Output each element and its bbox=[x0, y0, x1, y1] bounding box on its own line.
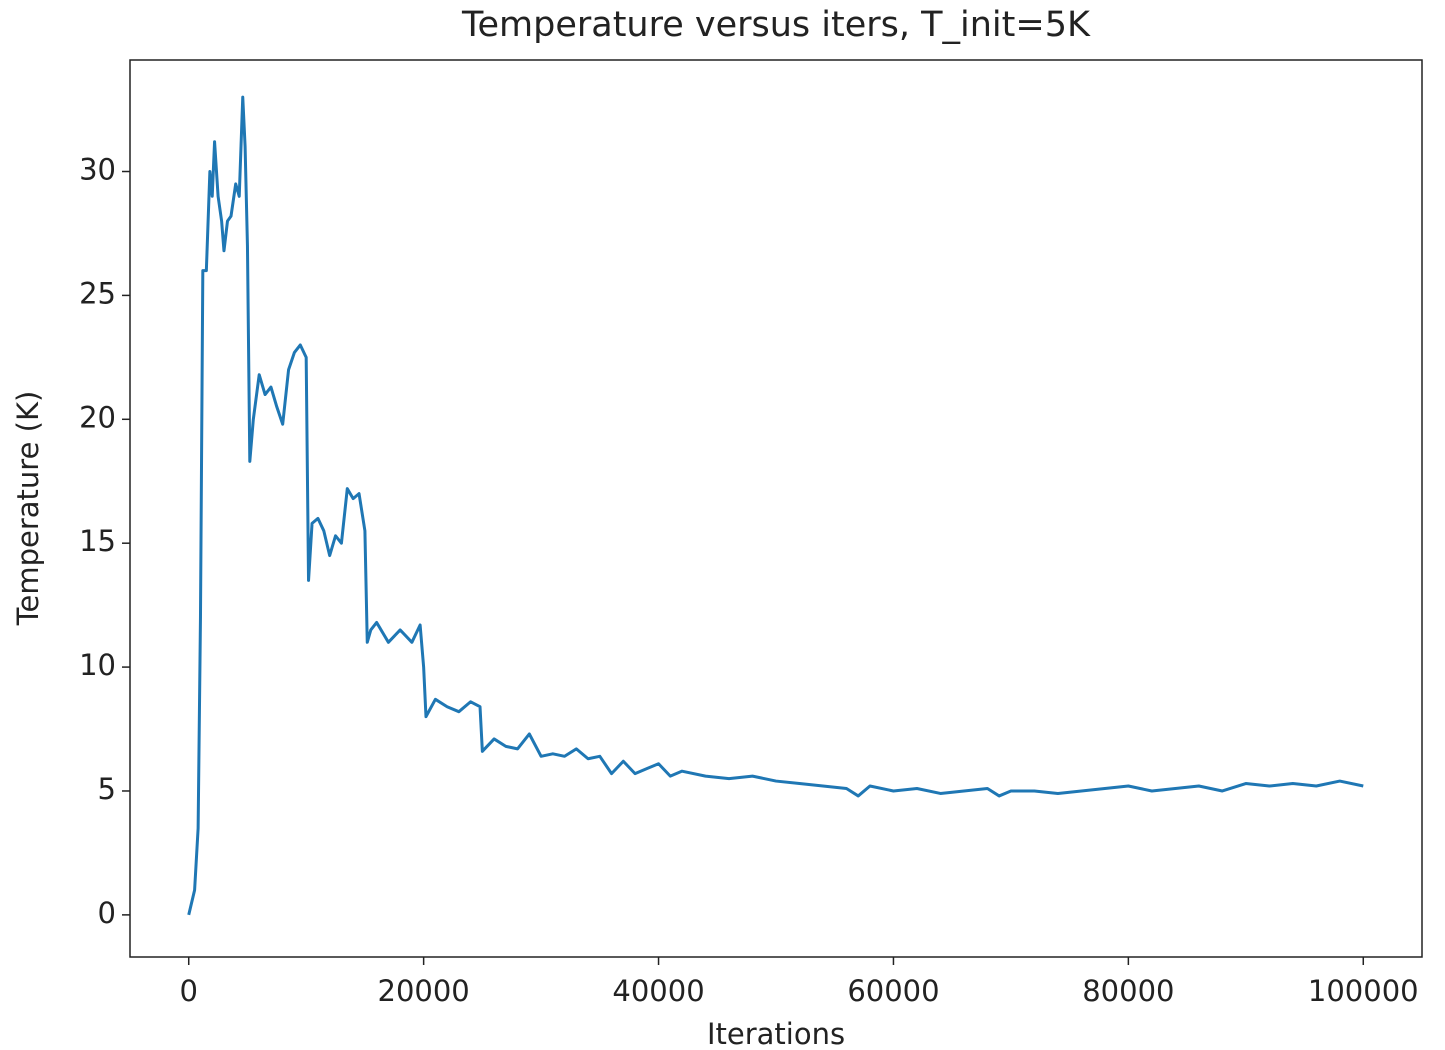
chart-title: Temperature versus iters, T_init=5K bbox=[461, 5, 1091, 45]
y-axis-label: Temperature (K) bbox=[11, 391, 45, 627]
y-tick-label: 10 bbox=[79, 648, 116, 682]
x-tick-label: 0 bbox=[180, 974, 198, 1008]
x-tick-label: 60000 bbox=[847, 974, 939, 1008]
x-axis-label: Iterations bbox=[707, 1017, 845, 1050]
plot-frame bbox=[129, 59, 1423, 958]
y-tick-label: 15 bbox=[79, 524, 116, 558]
x-tick-label: 20000 bbox=[378, 974, 470, 1008]
x-tick-label: 40000 bbox=[612, 974, 704, 1008]
x-tick-label: 80000 bbox=[1082, 974, 1174, 1008]
y-tick-label: 25 bbox=[79, 276, 116, 310]
y-tick-label: 0 bbox=[98, 896, 116, 930]
data-line bbox=[187, 95, 1364, 916]
y-tick-label: 5 bbox=[98, 772, 116, 806]
y-tick-label: 30 bbox=[79, 153, 116, 187]
x-tick-label: 100000 bbox=[1308, 974, 1419, 1008]
y-tick-label: 20 bbox=[79, 400, 116, 434]
